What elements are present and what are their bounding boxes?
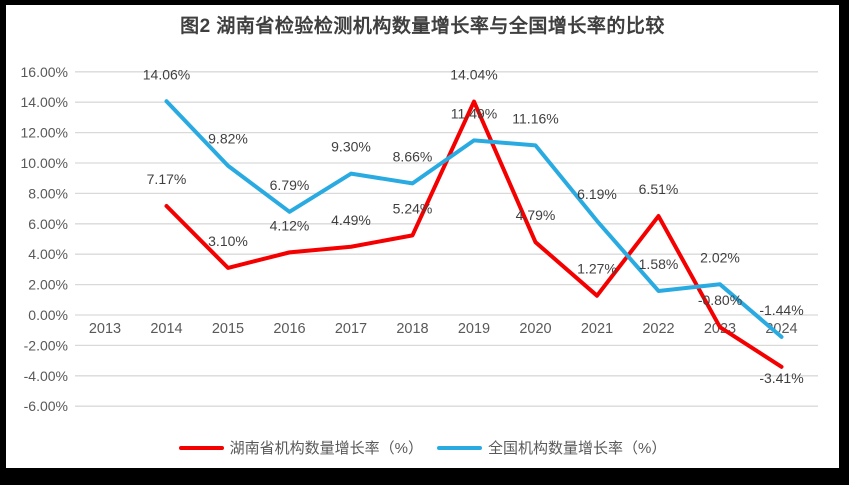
- y-axis-tick-label: -6.00%: [24, 398, 68, 414]
- national-data-label: 8.66%: [393, 148, 433, 164]
- national-line-swatch-icon: [437, 445, 482, 450]
- hunan-data-label: 4.79%: [516, 207, 556, 223]
- y-axis-tick-label: -4.00%: [24, 368, 68, 384]
- y-axis-tick-label: 2.00%: [28, 277, 68, 293]
- hunan-series-line: [164, 99, 784, 369]
- x-axis-tick-label: 2013: [89, 321, 121, 337]
- x-axis-tick-label: 2016: [273, 321, 305, 337]
- national-data-label: 9.82%: [208, 131, 248, 147]
- hunan-data-label: 5.24%: [393, 200, 433, 216]
- y-axis-tick-label: 10.00%: [21, 155, 68, 171]
- national-data-label: 1.58%: [639, 256, 679, 272]
- x-axis-tick-label: 2019: [458, 321, 490, 337]
- x-axis-tick-label: 2024: [765, 321, 797, 337]
- national-series-line: [164, 99, 784, 339]
- national-data-label: 14.06%: [143, 66, 190, 82]
- national-data-label: 11.49%: [451, 105, 497, 121]
- y-axis-tick-label: 14.00%: [21, 94, 68, 110]
- hunan-line-swatch-icon: [178, 445, 224, 450]
- x-axis-tick-label: 2018: [396, 321, 428, 337]
- hunan-data-label: 6.51%: [639, 181, 679, 197]
- hunan-data-label: 3.10%: [208, 233, 248, 249]
- hunan-data-label: 7.17%: [147, 171, 187, 187]
- national-data-label: 6.79%: [270, 177, 310, 193]
- hunan-data-label: 4.49%: [331, 212, 371, 228]
- x-axis-tick-label: 2021: [581, 321, 613, 337]
- legend-label-hunan: 湖南省机构数量增长率（%）: [229, 440, 423, 457]
- chart-canvas: 图2 湖南省检验检测机构数量增长率与全国增长率的比较 16.00% 14.00% 1…: [6, 5, 839, 468]
- x-axis-tick-label: 2014: [150, 321, 182, 337]
- hunan-data-label: 4.12%: [270, 217, 310, 233]
- chart-legend: 湖南省机构数量增长率（%） 全国机构数量增长率（%）: [6, 437, 839, 458]
- hunan-data-label: -3.41%: [759, 370, 803, 386]
- x-axis-tick-label: 2022: [642, 321, 674, 337]
- national-data-label: 9.30%: [331, 139, 371, 155]
- hunan-data-label: -0.80%: [698, 292, 742, 308]
- national-data-label: 2.02%: [700, 249, 740, 265]
- y-axis-tick-label: 8.00%: [28, 185, 68, 201]
- hunan-data-label: 1.27%: [577, 261, 617, 277]
- y-axis-tick-label: 4.00%: [28, 246, 68, 262]
- y-axis-tick-label: 0.00%: [28, 307, 68, 323]
- legend-label-national: 全国机构数量增长率（%）: [488, 440, 667, 457]
- y-axis-tick-label: 12.00%: [21, 125, 68, 141]
- x-axis-tick-label: 2020: [519, 321, 551, 337]
- national-data-label: -1.44%: [759, 302, 803, 318]
- y-axis-tick-label: 6.00%: [28, 216, 68, 232]
- hunan-data-label: 14.04%: [450, 67, 497, 83]
- y-axis-tick-label: 16.00%: [21, 64, 68, 80]
- legend-item-national: 全国机构数量增长率（%）: [437, 437, 666, 458]
- x-axis-tick-label: 2017: [335, 321, 367, 337]
- y-axis-tick-label: -2.00%: [24, 337, 68, 353]
- national-data-label: 6.19%: [577, 186, 617, 202]
- x-axis-tick-label: 2015: [212, 321, 244, 337]
- legend-item-hunan: 湖南省机构数量增长率（%）: [178, 437, 423, 458]
- national-data-label: 11.16%: [512, 110, 558, 126]
- chart-title: 图2 湖南省检验检测机构数量增长率与全国增长率的比较: [180, 16, 665, 37]
- chart-plot-area: 16.00% 14.00% 12.00% 10.00% 8.00% 6.00% 4.00% 2…: [21, 64, 818, 414]
